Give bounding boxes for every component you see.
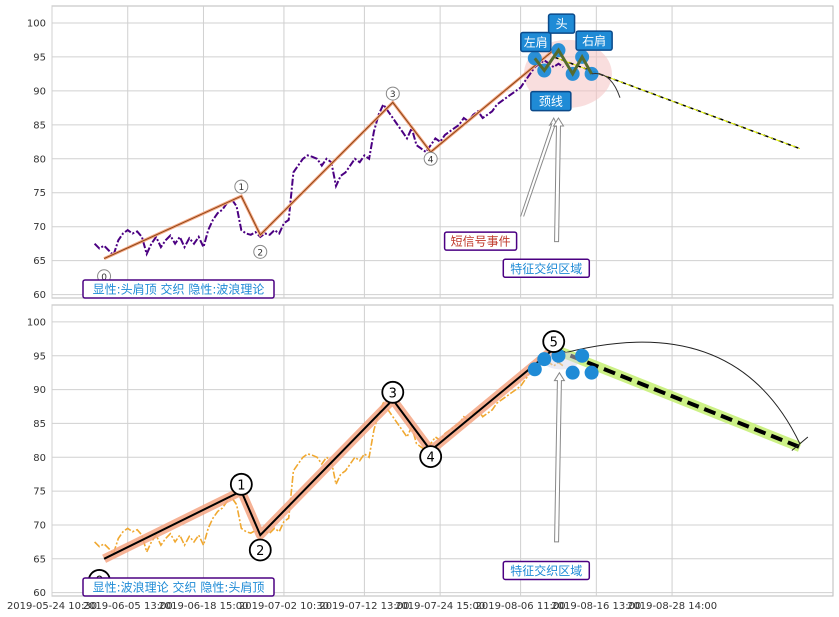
callout-feature-zone-box: [502, 560, 591, 581]
x-tick-label: 2019-06-18 15:00: [158, 601, 248, 612]
label-left-shoulder: 左肩: [524, 34, 548, 49]
wave-label: 5: [550, 336, 558, 351]
panel-caption: 显性:波浪理论 交织 隐性:头肩顶: [93, 580, 265, 595]
y-tick-label: 95: [33, 52, 46, 63]
y-tick-label: 90: [33, 385, 46, 396]
label-neckline-box: [530, 90, 572, 112]
callout-signal-event-box: [443, 231, 518, 251]
wave-label-circle: [234, 179, 249, 194]
y-tick-label: 60: [33, 588, 46, 599]
callout-feature-zone-box: [502, 258, 591, 279]
wave-label: 2: [256, 544, 264, 559]
panel-caption-box: [82, 279, 275, 299]
feature-zone-arrow: [552, 117, 565, 243]
projection-line: [552, 347, 801, 449]
y-tick-label: 60: [33, 290, 46, 301]
price-line: [94, 358, 564, 555]
wave-label: 3: [390, 90, 396, 100]
wave-label-circle: [381, 380, 405, 404]
wave-label-circle: [385, 86, 400, 101]
x-tick-label: 2019-08-16 13:00: [551, 601, 641, 612]
label-head-box: [547, 13, 576, 34]
label-right-shoulder: 右肩: [582, 33, 606, 48]
wave-label: 4: [427, 451, 435, 466]
hs-point-marker: [527, 362, 542, 377]
y-tick-label: 80: [33, 453, 46, 464]
plot-area: [51, 304, 834, 597]
price-line: [93, 59, 564, 258]
y-tick-label: 85: [33, 419, 46, 430]
y-tick-label: 80: [33, 154, 46, 165]
hs-point-marker: [565, 365, 580, 380]
bottom-panel: 6065707580859095100012345特征交织区域显性:波浪理论 交…: [27, 304, 834, 599]
y-tick-label: 90: [33, 86, 46, 97]
y-tick-label: 100: [27, 18, 46, 29]
y-tick-label: 70: [33, 222, 46, 233]
wave-label: 1: [238, 183, 244, 193]
panel-caption-box: [82, 577, 275, 597]
wave-label-circle: [423, 151, 438, 166]
plot-area: [51, 5, 834, 299]
hs-point-marker: [584, 365, 599, 380]
y-tick-label: 95: [33, 351, 46, 362]
x-tick-label: 2019-07-12 13:00: [319, 601, 409, 612]
label-right-shoulder-box: [575, 30, 613, 51]
projection-arc-tick: [791, 436, 809, 451]
projection-arc: [553, 341, 801, 444]
wave-label: 2: [257, 248, 263, 258]
wave-line: [103, 348, 555, 560]
y-tick-label: 100: [27, 317, 46, 328]
wave-line: [103, 49, 555, 260]
label-head: 头: [556, 17, 568, 31]
y-tick-label: 65: [33, 554, 46, 565]
wave-label-circle: [229, 472, 253, 496]
wave-label: 3: [389, 386, 397, 401]
x-tick-label: 2019-05-24 10:30: [7, 601, 97, 612]
y-tick-label: 65: [33, 256, 46, 267]
x-tick-label: 2019-06-05 13:00: [83, 601, 173, 612]
y-tick-label: 75: [33, 487, 46, 498]
y-tick-label: 70: [33, 520, 46, 531]
label-neckline: 颈线: [539, 95, 563, 109]
x-tick-label: 2019-07-24 15:00: [395, 601, 485, 612]
panel-caption: 显性:头肩顶 交织 隐性:波浪理论: [93, 282, 265, 297]
callout-signal-event: 短信号事件: [451, 235, 511, 249]
x-tick-label: 2019-08-06 11:00: [476, 601, 566, 612]
wave-label-circle: [542, 330, 566, 353]
hs-point-marker: [575, 348, 590, 363]
wave-label: 4: [428, 155, 434, 165]
top-panel: 60 65 70 75 80 85 90 95 100 0 1 2 3 4 左肩头右肩颈线短信号事件特征交织…: [27, 5, 834, 301]
x-tick-label: 2019-08-28 14:00: [627, 601, 717, 612]
wave-label: 1: [237, 478, 245, 493]
feature-zone-arrow: [553, 371, 566, 543]
y-tick-label: 75: [33, 188, 46, 199]
label-left-shoulder-box: [520, 31, 552, 53]
hs-pattern-line: [533, 47, 593, 77]
wave-label-circle: [419, 445, 443, 468]
y-tick-label: 85: [33, 120, 46, 131]
wave-label: 0: [101, 273, 107, 283]
hs-arc: [591, 73, 621, 98]
x-tick-label: 2019-07-02 10:30: [239, 601, 329, 612]
wave-label-circle: [253, 244, 268, 259]
hs-point-marker: [537, 352, 552, 367]
callout-feature-zone: 特征交织区域: [510, 261, 582, 276]
callout-feature-zone: 特征交织区域: [510, 563, 582, 578]
wave-label-circle: [248, 538, 272, 562]
